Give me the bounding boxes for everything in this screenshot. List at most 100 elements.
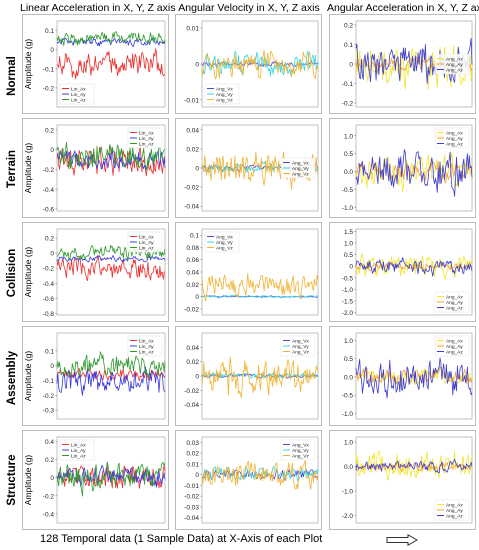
y-tick-label: 0.08 xyxy=(186,245,199,252)
y-tick-label: -0.04 xyxy=(184,402,199,409)
y-axis-label: Amplitude (g) xyxy=(23,247,33,298)
y-tick-label: -1.0 xyxy=(342,205,354,212)
row-label-terrain: Terrain xyxy=(6,149,18,189)
y-tick-label: -0.6 xyxy=(43,296,55,303)
y-tick-label: 0 xyxy=(195,294,199,301)
y-tick-label: 0.04 xyxy=(186,270,199,277)
legend-entry: Ang_Ax xyxy=(446,502,463,508)
chart-svg: Amplitude (g) 0.1 0 -0.1 -0.2 Lin_AxLin_AyLin… xyxy=(23,20,166,108)
chart-panel-structure-0: Amplitude (g) 0.4 0.2 0 -0.2 -0.4 Lin_Ax Lin_Ay… xyxy=(22,430,169,530)
chart-panel-normal-0: Amplitude (g) 0.1 0 -0.1 -0.2 Lin_Ax Lin_Ay Lin… xyxy=(22,14,169,114)
legend-entry: Ang_Vz xyxy=(216,245,233,251)
series-line-lin_az xyxy=(56,31,166,46)
y-tick-label: -2.0 xyxy=(342,310,354,317)
y-tick-label: 0.02 xyxy=(186,146,199,153)
legend-entry: Lin_Ay xyxy=(139,344,154,350)
y-tick-label: 0.02 xyxy=(186,359,199,366)
series-line-ang_ay xyxy=(355,161,473,184)
legend-entry: Ang_Az xyxy=(446,305,463,311)
chart-panel-normal-1: 0.01 0 -0.01 Ang_Vx Ang_Vy Ang_Vz xyxy=(175,14,322,114)
series-line-lin_az xyxy=(56,461,166,497)
y-tick-label: 1.5 xyxy=(344,229,353,236)
series-line-lin_az xyxy=(56,244,166,261)
series-line-ang_ax xyxy=(355,367,473,386)
column-title-angular-acceleration: Angular Acceleration in X, Y, Z axis xyxy=(327,2,479,14)
y-tick-label: -0.2 xyxy=(43,493,55,500)
y-tick-label: 0.02 xyxy=(186,282,199,289)
y-tick-label: -0.02 xyxy=(184,494,199,501)
legend-entry: Ang_Vy xyxy=(292,344,309,350)
series-line-ang_vz xyxy=(201,273,319,302)
plot-frame xyxy=(56,124,166,212)
y-tick-label: -1.0 xyxy=(342,411,354,418)
chart-panel-structure-1: 0.03 0.02 0.01 0 -0.01 -0.02 -0.03 -0.04 Ang_Vx A… xyxy=(175,430,322,530)
row-label-collision: Collision xyxy=(6,248,18,298)
legend-entry: Ang_Ay xyxy=(446,300,463,306)
y-tick-label: -0.4 xyxy=(43,187,55,194)
y-tick-label: 1.0 xyxy=(344,338,353,345)
chart-panel-terrain-2: 1.0 0.5 0.0 -0.5 -1.0 Ang_Ax Ang_Ay Ang_Az xyxy=(329,118,476,218)
legend-entry: Lin_Ax xyxy=(71,86,86,92)
legend-entry: Lin_Ay xyxy=(71,448,86,454)
y-tick-label: 0.04 xyxy=(186,127,199,134)
series-line-ang_vy xyxy=(201,50,319,77)
chart-svg: Amplitude (g)0.20-0.2-0.4-0.6-0.8Lin_AxL… xyxy=(23,228,166,318)
legend-entry: Ang_Ay xyxy=(446,136,463,142)
y-tick-label: -0.2 xyxy=(43,85,55,92)
legend-entry: Lin_Ax xyxy=(139,234,154,240)
y-tick-label: 0 xyxy=(50,47,54,54)
y-tick-label: 0.0 xyxy=(344,374,353,381)
legend-entry: Ang_Vy xyxy=(292,166,309,172)
legend-entry: Lin_Ay xyxy=(71,92,86,98)
y-tick-label: 0 xyxy=(195,62,199,69)
series-line-ang_ax xyxy=(355,450,473,481)
legend-entry: Ang_Vx xyxy=(216,234,233,240)
y-tick-label: 0.02 xyxy=(186,451,199,458)
y-tick-label: -0.5 xyxy=(342,393,354,400)
legend-entry: Ang_Vz xyxy=(216,97,233,103)
legend-entry: Ang_Az xyxy=(446,513,463,519)
chart-svg: Amplitude (g)0.20-0.2-0.4-0.6Lin_AxLin_A… xyxy=(23,124,166,214)
chart-svg: Amplitude (g) 0.10-0.1-0.2-0.3Lin_AxLin_A… xyxy=(23,332,166,420)
y-tick-label: 0.0 xyxy=(344,169,353,176)
legend-entry: Lin_Ax xyxy=(139,130,154,136)
chart-panel-collision-1: 0.1 0.08 0.06 0.04 0.02 0 -0.02 Ang_Vx Ang_Vy Ang… xyxy=(175,222,322,322)
plot-frame xyxy=(355,228,473,316)
y-axis-label: Amplitude (g) xyxy=(23,455,33,506)
y-tick-label: 0 xyxy=(50,147,54,154)
right-arrow-icon xyxy=(386,534,418,546)
series-line-lin_ay xyxy=(56,366,166,396)
y-tick-label: 0.06 xyxy=(186,257,199,264)
y-tick-label: 0.5 xyxy=(344,151,353,158)
chart-svg: 0.1 0.08 0.06 0.04 0.02 0 -0.02 Ang_VxAng_VyAng… xyxy=(184,228,319,316)
y-tick-label: 1.0 xyxy=(344,439,353,446)
legend-entry: Ang_Vx xyxy=(292,442,309,448)
y-tick-label: 0 xyxy=(195,374,199,381)
legend-entry: Lin_Az xyxy=(139,245,154,251)
y-tick-label: 0 xyxy=(349,264,353,271)
y-axis-label: Amplitude (g) xyxy=(23,39,33,90)
footer-text: 128 Temporal data (1 Sample Data) at X-A… xyxy=(40,533,323,545)
series-line-ang_az xyxy=(355,149,473,197)
y-tick-label: -0.3 xyxy=(43,408,55,415)
chart-panel-normal-2: 0.2 0.1 0 -0.1 -0.2 Ang_Ax Ang_Ay Ang_Az xyxy=(329,14,476,114)
legend-entry: Ang_Vz xyxy=(292,453,309,459)
plot-frame xyxy=(355,124,473,212)
column-title-angular-velocity: Angular Velocity in X, Y, Z axis xyxy=(178,2,320,14)
chart-panel-collision-2: 1.5 1.0 0.5 0 -0.5 -1.0 -1.5 -2.0 Ang_Ax Ang_Ay An… xyxy=(329,222,476,322)
legend-entry: Ang_Az xyxy=(446,141,463,147)
legend-entry: Lin_Ay xyxy=(139,136,154,142)
y-tick-label: -0.2 xyxy=(342,101,354,108)
y-tick-label: 0.2 xyxy=(344,22,353,29)
row-label-normal: Normal xyxy=(6,56,18,96)
y-tick-label: -0.02 xyxy=(184,185,199,192)
